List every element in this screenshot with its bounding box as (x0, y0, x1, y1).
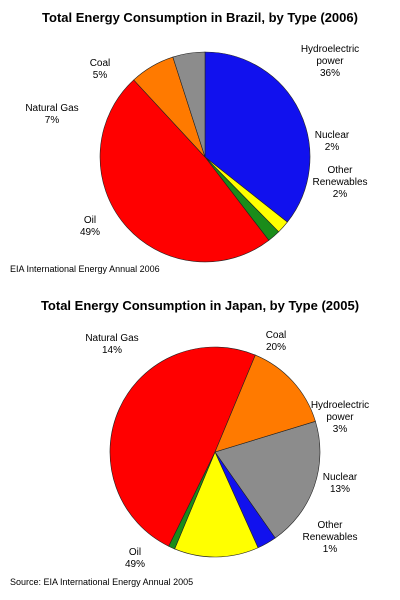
pie-slice-coal (172, 51, 206, 158)
chart-source: Source: EIA International Energy Annual … (10, 577, 193, 587)
pie-slice-oil (99, 79, 270, 263)
slice-label-coal: Coal 20% (266, 330, 287, 353)
slice-label-natural-gas: Natural Gas 14% (85, 333, 138, 356)
pie-slice-hydroelectric-power (204, 51, 311, 223)
pie-slice-nuclear (174, 451, 259, 558)
slice-label-other-renewables: Other Renewables 1% (302, 520, 357, 555)
japan-pie-chart: Total Energy Consumption in Japan, by Ty… (10, 298, 369, 587)
slice-label-oil: Oil 49% (80, 215, 100, 238)
slice-label-hydroelectric-power: Hydroelectric power 3% (311, 400, 369, 435)
pie-slice-oil (109, 346, 256, 547)
slice-label-oil: Oil 49% (125, 547, 145, 570)
pie-slice-natural-gas (214, 354, 316, 453)
slice-label-nuclear: Nuclear 13% (323, 472, 358, 495)
slice-label-coal: Coal 5% (90, 58, 111, 81)
chart-title: Total Energy Consumption in Japan, by Ty… (41, 298, 359, 313)
slice-label-nuclear: Nuclear 2% (315, 130, 350, 153)
slice-label-hydroelectric-power: Hydroelectric power 36% (301, 44, 359, 79)
slice-label-natural-gas: Natural Gas 7% (25, 103, 78, 126)
slice-label-other-renewables: Other Renewables 2% (312, 165, 367, 200)
pie-slice-coal (214, 420, 321, 539)
brazil-pie-chart: Total Energy Consumption in Brazil, by T… (10, 10, 368, 274)
chart-title: Total Energy Consumption in Brazil, by T… (42, 10, 358, 25)
chart-source: EIA International Energy Annual 2006 (10, 264, 160, 274)
